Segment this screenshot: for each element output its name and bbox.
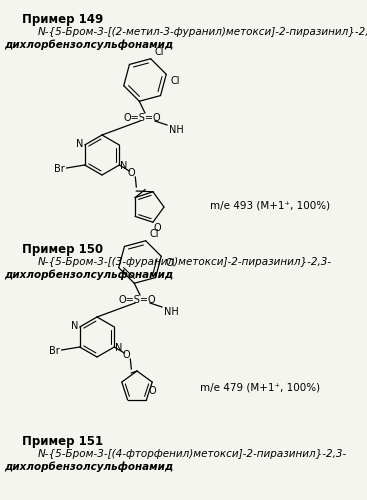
- Text: N: N: [71, 321, 79, 331]
- Text: Пример 151: Пример 151: [22, 435, 103, 448]
- Text: O=S=O: O=S=O: [123, 113, 161, 123]
- Text: дихлорбензолсульфонамид: дихлорбензолсульфонамид: [4, 462, 173, 472]
- Text: m/e 479 (M+1⁺, 100%): m/e 479 (M+1⁺, 100%): [200, 383, 320, 393]
- Text: Br: Br: [54, 164, 65, 174]
- Text: Пример 150: Пример 150: [22, 243, 103, 256]
- Text: m/e 493 (M+1⁺, 100%): m/e 493 (M+1⁺, 100%): [210, 200, 330, 210]
- Text: O=S=O: O=S=O: [118, 295, 156, 305]
- Text: O: O: [154, 223, 161, 233]
- Text: NH: NH: [164, 307, 179, 317]
- Text: O: O: [148, 386, 156, 396]
- Text: N-{5-Бром-3-[(4-фторфенил)метокси]-2-пиразинил}-2,3-: N-{5-Бром-3-[(4-фторфенил)метокси]-2-пир…: [38, 449, 347, 459]
- Text: N-{5-Бром-3-[(3-фуранил)метокси]-2-пиразинил}-2,3-: N-{5-Бром-3-[(3-фуранил)метокси]-2-пираз…: [38, 257, 332, 267]
- Text: дихлорбензолсульфонамид: дихлорбензолсульфонамид: [4, 270, 173, 280]
- Text: N: N: [115, 343, 123, 353]
- Text: Br: Br: [49, 346, 60, 356]
- Text: Cl: Cl: [165, 258, 175, 268]
- Text: Cl: Cl: [170, 76, 180, 86]
- Text: Cl: Cl: [155, 46, 164, 56]
- Text: O: O: [123, 350, 130, 360]
- Text: N: N: [76, 139, 84, 149]
- Text: дихлорбензолсульфонамид: дихлорбензолсульфонамид: [4, 40, 173, 50]
- Text: N-{5-Бром-3-[(2-метил-3-фуранил)метокси]-2-пиразинил}-2,3-: N-{5-Бром-3-[(2-метил-3-фуранил)метокси]…: [38, 27, 367, 37]
- Text: N: N: [120, 161, 128, 171]
- Text: Cl: Cl: [150, 228, 159, 238]
- Text: O: O: [127, 168, 135, 178]
- Text: NH: NH: [169, 125, 184, 135]
- Text: Пример 149: Пример 149: [22, 13, 103, 26]
